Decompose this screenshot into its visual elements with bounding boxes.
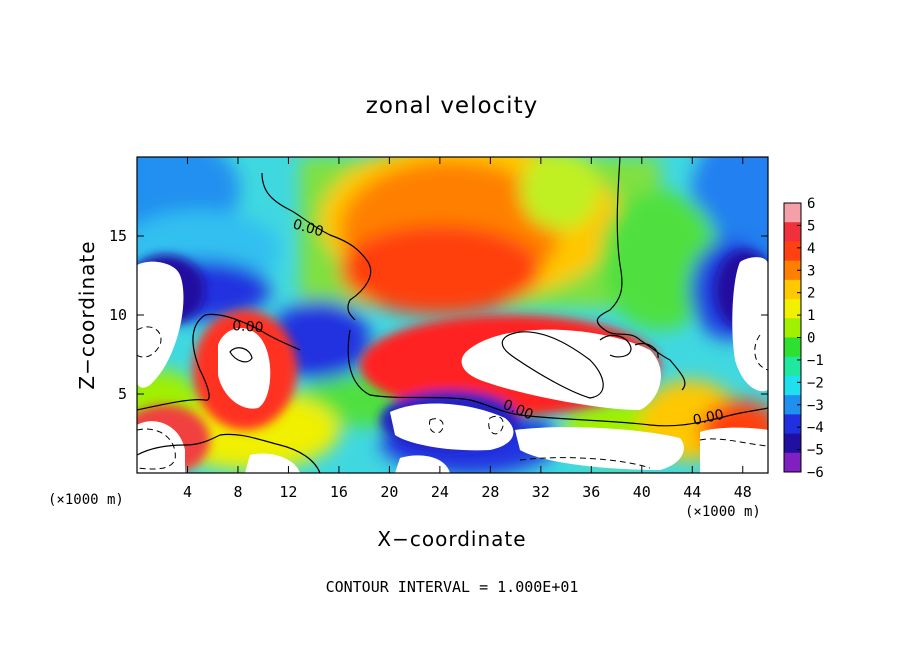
colorbar-tick-label: 3	[807, 263, 815, 279]
colorbar-swatch	[784, 260, 801, 281]
colorbar-tick-label: −2	[807, 375, 824, 391]
colorbar-swatch	[784, 299, 801, 319]
colorbar-swatch	[784, 203, 801, 223]
x-unit-right: (×1000 m)	[685, 504, 761, 520]
colorbar-tick-label: 5	[807, 218, 815, 234]
colorbar-swatch	[784, 241, 801, 262]
colorbar-swatch	[784, 433, 801, 454]
x-tick-label: 24	[431, 483, 449, 501]
colorbar-tick-label: 4	[807, 241, 815, 257]
y-tick-label: 5	[118, 385, 127, 403]
x-tick-label: 20	[380, 483, 398, 501]
x-tick-label: 44	[683, 483, 701, 501]
x-tick-label: 16	[330, 483, 348, 501]
contour-labels: 0.00 0.00 0.00 0.00	[232, 216, 726, 428]
colorbar-tick-label: −6	[807, 465, 824, 481]
colorbar: 6 5 4 3 2 1 0 −1 −2 −3 −4 −5 −6	[783, 196, 824, 481]
contour-label: 0.00	[232, 318, 264, 336]
y-tick-label: 15	[109, 227, 127, 245]
colorbar-swatch	[784, 337, 801, 358]
x-tick-label: 40	[633, 483, 651, 501]
colorbar-swatch	[784, 356, 801, 377]
x-tick-label: 48	[734, 483, 752, 501]
colorbar-tick-label: 2	[807, 286, 815, 302]
x-tick-label: 8	[233, 483, 242, 501]
y-axis: 5 10 15	[109, 227, 768, 403]
x-tick-label: 32	[532, 483, 550, 501]
x-axis: 4 8 12 16 20 24 28 32 36 40 44 48	[183, 157, 752, 501]
colorbar-tick-label: −5	[807, 443, 824, 459]
colorbar-swatch	[784, 318, 801, 338]
y-axis-label: Z−coordinate	[75, 240, 99, 389]
colorbar-tick-label: −3	[807, 398, 824, 414]
colorbar-tick-label: 0	[807, 331, 815, 347]
x-tick-label: 12	[279, 483, 297, 501]
colorbar-tick-label: −4	[807, 420, 824, 436]
colorbar-swatch	[784, 279, 801, 300]
colorbar-tick-label: 6	[807, 196, 815, 212]
colorbar-swatch	[784, 452, 801, 473]
x-unit-left: (×1000 m)	[48, 492, 124, 508]
colorbar-swatch	[784, 375, 801, 396]
x-axis-label: X−coordinate	[377, 527, 526, 551]
chart-title: zonal velocity	[366, 93, 538, 119]
colorbar-swatch	[784, 395, 801, 415]
y-tick-label: 10	[109, 306, 127, 324]
colorbar-tick-label: 1	[807, 308, 815, 324]
x-tick-label: 28	[481, 483, 499, 501]
colorbar-tick-label: −1	[807, 353, 824, 369]
x-tick-label: 36	[582, 483, 600, 501]
contour-label: 0.00	[692, 407, 726, 429]
contour-interval-footer: CONTOUR INTERVAL = 1.000E+01	[326, 578, 579, 596]
colorbar-swatch	[784, 222, 801, 242]
x-tick-label: 4	[183, 483, 192, 501]
heatmap-field	[137, 157, 768, 473]
colorbar-swatch	[784, 414, 801, 435]
